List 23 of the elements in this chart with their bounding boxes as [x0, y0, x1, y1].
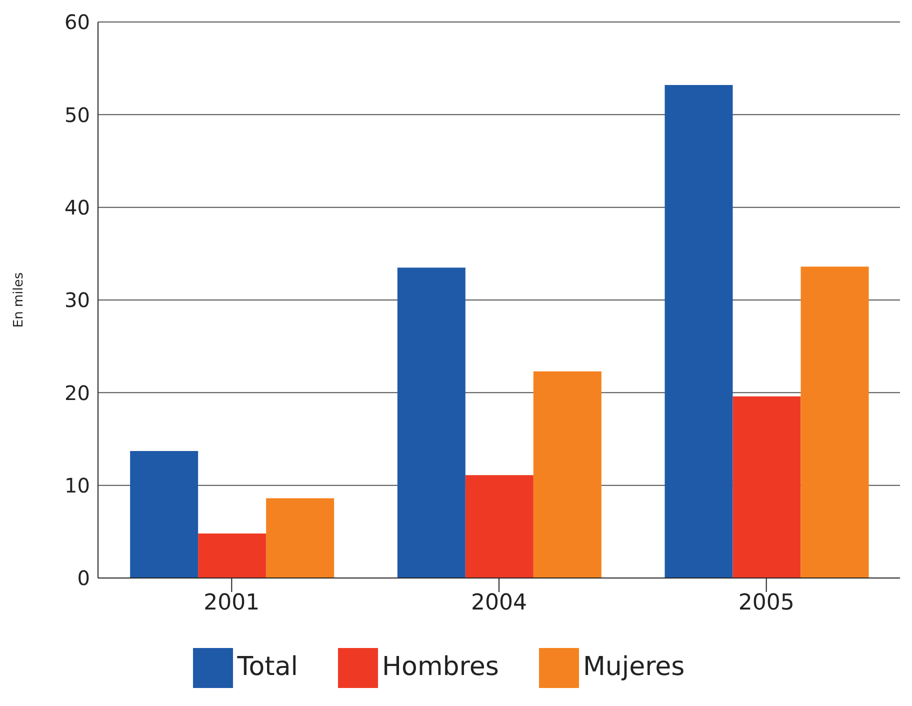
y-tick-label: 0: [77, 566, 90, 590]
bar: [732, 396, 801, 578]
x-tick-label: 2001: [204, 590, 260, 616]
y-axis-title: En miles: [12, 272, 27, 328]
bar: [800, 266, 869, 578]
x-tick-label: 2004: [471, 590, 527, 616]
bar: [465, 475, 534, 578]
bar: [533, 371, 602, 578]
y-tick-label: 40: [64, 195, 90, 220]
bar: [664, 85, 733, 578]
legend-label: Total: [237, 652, 298, 682]
y-tick-label: 10: [64, 473, 90, 498]
x-tick-label: 2005: [738, 590, 794, 616]
bar: [198, 534, 266, 578]
y-tick-label: 60: [64, 10, 90, 34]
legend-label: Mujeres: [582, 652, 685, 682]
bar: [266, 498, 334, 578]
bar: [397, 268, 466, 578]
y-tick-label: 50: [64, 102, 90, 127]
y-tick-label: 30: [64, 288, 90, 312]
bar: [130, 451, 198, 578]
y-tick-label: 20: [64, 380, 90, 405]
legend-label: Hombres: [382, 652, 499, 682]
